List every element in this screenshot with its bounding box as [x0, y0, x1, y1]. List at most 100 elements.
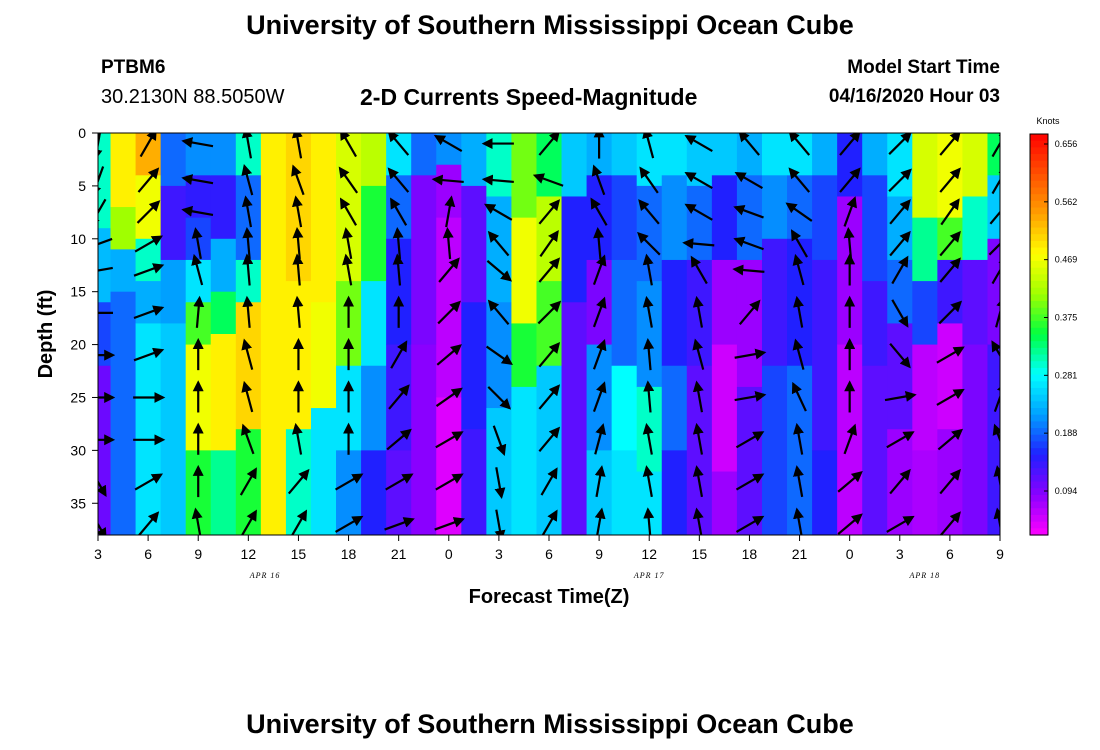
x-tick-label: 21 — [792, 546, 808, 562]
current-vector — [993, 465, 1000, 489]
current-vector — [732, 264, 765, 276]
colorbar-swatch — [1030, 314, 1048, 322]
current-vector — [792, 253, 805, 286]
current-vector — [991, 165, 1000, 195]
current-vector — [390, 340, 408, 369]
current-vector — [240, 509, 257, 535]
current-vector — [937, 428, 964, 451]
current-vector — [889, 199, 911, 225]
colorbar-swatch — [1030, 160, 1048, 169]
date-label: APR 17 — [633, 571, 665, 580]
current-vector — [98, 237, 113, 246]
current-vector — [538, 426, 561, 452]
current-vector — [134, 235, 164, 253]
speed-cell — [736, 386, 763, 535]
current-vector — [592, 338, 607, 370]
colorbar-swatch — [1030, 187, 1048, 195]
current-vector — [791, 381, 807, 412]
y-tick-label: 10 — [70, 231, 86, 247]
speed-cell — [98, 228, 112, 303]
current-vector — [385, 473, 414, 491]
current-vector — [592, 381, 607, 412]
speed-cell — [210, 133, 237, 176]
current-vector — [785, 202, 813, 222]
current-vector — [98, 133, 103, 161]
current-vector — [837, 513, 863, 535]
current-vector — [642, 295, 654, 328]
current-vector — [643, 380, 655, 413]
speed-cell — [160, 185, 187, 261]
current-vector — [888, 168, 912, 192]
speed-cell — [511, 217, 538, 325]
current-vector — [487, 386, 512, 410]
colorbar-swatch — [1030, 441, 1048, 449]
current-vector — [335, 473, 364, 491]
current-vector — [793, 465, 804, 498]
current-vector — [639, 166, 659, 194]
current-vector — [692, 465, 704, 498]
current-vector — [837, 471, 863, 493]
colorbar-swatch — [1030, 294, 1048, 302]
speed-cell — [962, 133, 989, 198]
current-vector — [241, 195, 253, 228]
current-vector — [98, 479, 107, 498]
speed-cell — [336, 450, 362, 535]
current-vectors — [98, 133, 1000, 535]
y-tick-label: 20 — [70, 337, 86, 353]
current-vector — [386, 428, 412, 451]
current-vector — [291, 422, 303, 455]
speed-cell — [461, 185, 487, 303]
speed-cell — [461, 429, 487, 535]
current-vector — [538, 133, 561, 156]
colorbar-swatch — [1030, 220, 1048, 229]
current-vector — [435, 387, 463, 407]
current-vector — [431, 174, 464, 186]
colorbar-tick-label: 0.094 — [1055, 486, 1078, 496]
current-vector — [339, 133, 358, 158]
current-vector — [387, 167, 410, 193]
speed-cell — [110, 291, 137, 535]
current-vector — [891, 255, 909, 285]
colorbar-swatch — [1030, 287, 1048, 295]
current-vector — [434, 517, 465, 531]
speed-cell — [411, 344, 437, 535]
current-vector — [494, 509, 506, 535]
current-vector — [193, 295, 205, 328]
x-tick-label: 9 — [996, 546, 1004, 562]
current-vector — [886, 431, 915, 449]
current-vector — [98, 166, 105, 197]
current-vector — [338, 166, 359, 194]
current-vector — [939, 133, 961, 156]
speed-cell — [862, 175, 888, 282]
colorbar-swatch — [1030, 354, 1048, 362]
speed-cell — [260, 133, 287, 535]
current-vector — [936, 388, 965, 406]
colorbar-swatch — [1030, 281, 1048, 289]
speed-cell — [361, 365, 387, 451]
current-vector — [735, 515, 765, 533]
speed-cell — [611, 133, 638, 176]
current-vector — [137, 511, 160, 535]
current-vector — [891, 299, 909, 328]
current-vector — [991, 340, 1000, 358]
speed-cell — [185, 217, 212, 261]
speed-cell — [661, 175, 688, 261]
current-vector — [692, 507, 704, 535]
current-vector — [642, 422, 654, 455]
current-vector — [291, 195, 303, 228]
colorbar-swatch — [1030, 414, 1048, 422]
colorbar-swatch — [1030, 194, 1048, 202]
current-vector — [593, 226, 605, 260]
speed-cell — [962, 344, 989, 535]
current-vector — [993, 381, 1000, 412]
current-vector — [684, 203, 713, 221]
speed-cell — [98, 133, 112, 229]
main-title: University of Southern Mississippi Ocean… — [246, 10, 854, 40]
colorbar-swatch — [1030, 394, 1048, 402]
current-vector — [181, 137, 214, 148]
current-vector — [191, 507, 203, 535]
speed-cell — [862, 133, 888, 176]
current-vector — [384, 517, 415, 531]
x-tick-label: 18 — [341, 546, 357, 562]
current-vector — [538, 199, 561, 225]
